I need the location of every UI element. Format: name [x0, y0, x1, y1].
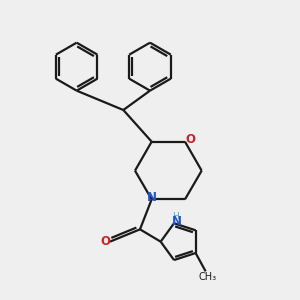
- Text: O: O: [101, 235, 111, 248]
- Text: CH₃: CH₃: [198, 272, 216, 282]
- Text: O: O: [185, 133, 195, 146]
- Text: N: N: [147, 191, 157, 204]
- Text: H: H: [172, 212, 178, 221]
- Text: N: N: [172, 215, 182, 228]
